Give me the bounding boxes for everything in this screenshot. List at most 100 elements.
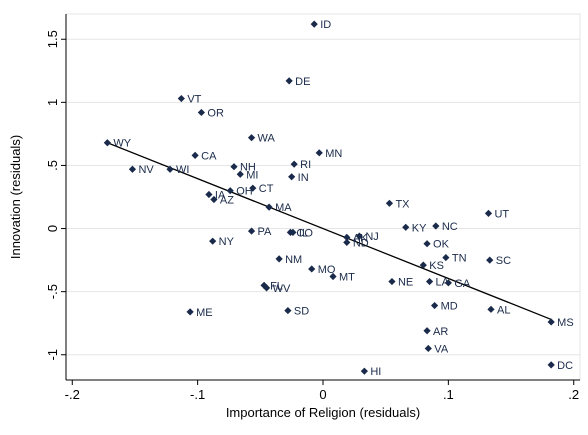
data-point (487, 305, 495, 313)
data-point (247, 227, 256, 235)
point-label: OR (207, 107, 224, 119)
data-point (547, 361, 555, 369)
point-label: GA (454, 278, 471, 290)
data-point (424, 344, 432, 353)
data-point (288, 173, 296, 181)
point-label: MA (275, 202, 292, 214)
data-point (197, 108, 205, 117)
point-label: RI (300, 159, 311, 171)
point-label: IA (215, 189, 226, 201)
point-label: NC (442, 221, 458, 233)
y-tick-label: -1 (45, 349, 60, 361)
data-point (442, 253, 450, 262)
point-label: KY (412, 222, 427, 234)
point-label: ME (196, 307, 213, 319)
data-point (343, 238, 351, 247)
x-tick-label: -.2 (65, 387, 80, 402)
data-point (128, 165, 137, 173)
point-label: VT (187, 94, 201, 106)
data-point (191, 151, 199, 159)
data-point (425, 277, 434, 286)
data-point (247, 134, 256, 142)
data-point (547, 318, 555, 326)
x-tick-label: .2 (568, 387, 579, 402)
data-point (444, 279, 452, 287)
point-label: NE (398, 277, 413, 289)
point-label: AK (353, 232, 368, 244)
point-label: OH (236, 186, 253, 198)
point-label: PA (258, 226, 273, 238)
y-tick-label: -.5 (45, 284, 60, 299)
y-tick-label: 1.5 (45, 30, 60, 48)
point-label: NV (138, 164, 154, 176)
fit-line-layer (107, 142, 552, 321)
data-point (310, 20, 318, 28)
point-label: VA (434, 343, 449, 355)
point-label: CO (296, 227, 313, 239)
data-point (210, 195, 218, 204)
point-label: AR (433, 326, 448, 338)
data-point (209, 237, 217, 245)
point-label: MI (246, 169, 258, 181)
point-label: ND (353, 237, 369, 249)
point-label: MN (325, 148, 342, 160)
point-label: IN (298, 172, 309, 184)
fit-line (107, 142, 552, 321)
point-label: MD (441, 301, 458, 313)
point-label: TX (395, 198, 410, 210)
y-tick-label: 1 (45, 99, 60, 106)
point-label: TN (452, 253, 467, 265)
data-point (432, 222, 440, 230)
point-label: MS (557, 317, 574, 329)
point-label: WV (273, 283, 291, 295)
y-tick-label: 0 (45, 225, 60, 232)
data-point (289, 228, 297, 236)
data-point (166, 165, 174, 173)
data-point (290, 160, 298, 168)
point-label: NH (240, 162, 256, 174)
data-point (262, 284, 271, 292)
point-label: FL (270, 280, 283, 292)
data-point (284, 306, 292, 315)
point-label: OK (433, 239, 450, 251)
point-label: HI (370, 366, 381, 378)
data-point (103, 139, 111, 147)
point-label: WA (258, 133, 276, 145)
point-label: AL (497, 304, 510, 316)
x-tick-label: 0 (319, 387, 326, 402)
point-label: NY (219, 236, 235, 248)
data-point (423, 240, 431, 248)
point-label: SC (496, 255, 511, 267)
point-label: MO (318, 264, 336, 276)
data-point (360, 367, 368, 375)
data-point (402, 223, 410, 231)
data-point (423, 327, 431, 335)
point-label: KS (429, 260, 444, 272)
data-point (285, 77, 293, 85)
point-label: UT (494, 208, 509, 220)
point-label: DC (557, 360, 573, 372)
data-point (484, 209, 493, 218)
data-point (430, 301, 439, 310)
data-point (419, 261, 427, 269)
data-point (308, 265, 316, 273)
point-label: WY (113, 138, 131, 150)
data-point (275, 255, 283, 263)
point-label: NJ (365, 231, 378, 243)
point-label: AZ (220, 195, 234, 207)
x-tick-label: -.1 (190, 387, 205, 402)
data-point (329, 272, 337, 281)
data-point (249, 184, 257, 192)
point-label: DE (295, 76, 310, 88)
data-point (205, 190, 213, 199)
point-label: SD (294, 306, 309, 318)
data-point (388, 277, 396, 286)
point-label: MT (339, 272, 355, 284)
x-tick-label: .1 (443, 387, 454, 402)
point-label: CA (201, 150, 217, 162)
point-label: WI (176, 164, 189, 176)
point-label: NM (285, 254, 302, 266)
